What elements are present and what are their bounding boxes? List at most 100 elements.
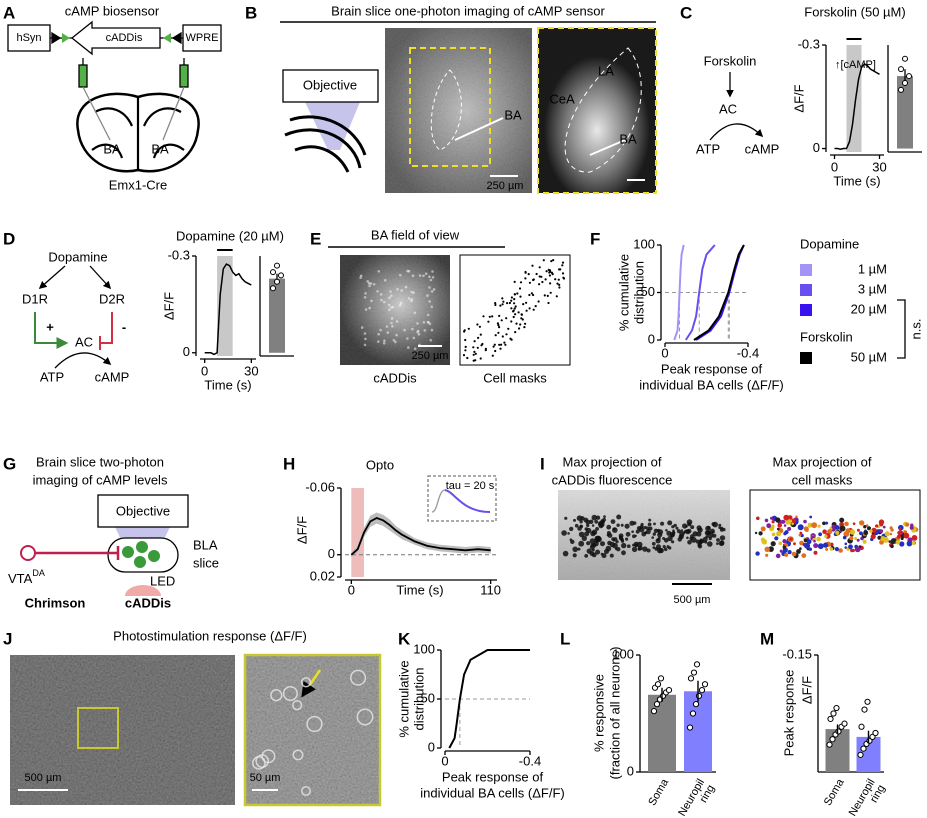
cell-mask: [825, 521, 829, 525]
cell-spot: [591, 514, 598, 521]
cell-spot: [368, 284, 371, 288]
cell-ring: [300, 677, 312, 688]
cell-mask: [467, 327, 470, 330]
data-point: [701, 681, 709, 688]
cell-mask: [491, 354, 494, 357]
data-point: [270, 285, 276, 292]
cell-spot: [706, 530, 711, 535]
x-axis-label: Peak response of: [661, 361, 763, 376]
cell-mask: [834, 547, 840, 552]
cell-mask: [774, 536, 779, 541]
cell-spot: [597, 521, 604, 527]
panel-b-drawing: [280, 21, 657, 194]
cell-mask: [839, 525, 846, 532]
cell-spot: [379, 328, 382, 332]
cell-spot: [639, 524, 644, 529]
sensor-arrow: [70, 20, 161, 56]
zoom-box: [409, 47, 491, 167]
cell-spot: [645, 529, 651, 535]
cell-mask: [512, 309, 515, 312]
cell-mask: [824, 534, 828, 538]
cell-mask: [848, 544, 853, 550]
cell-mask: [911, 541, 916, 545]
data-point: [654, 681, 662, 688]
cell-mask: [519, 281, 523, 284]
cell-mask: [799, 531, 803, 535]
image-texture: [10, 655, 235, 805]
cell-mask: [859, 520, 865, 526]
cell-spot: [600, 541, 605, 547]
cell-mask: [801, 553, 807, 558]
cell-mask: [789, 537, 793, 541]
cell-mask: [783, 524, 787, 527]
inset-trace: [431, 489, 446, 513]
cell-mask: [870, 534, 876, 540]
data-point: [861, 706, 868, 713]
legend-entry: 3 µM: [858, 281, 887, 296]
cell-mask: [532, 278, 535, 281]
sign: -: [122, 319, 126, 334]
cell-mask: [542, 259, 545, 262]
cell-mask: [561, 261, 565, 264]
arrow: [38, 265, 66, 290]
cell-mask: [484, 349, 487, 352]
cell-spot: [386, 331, 390, 334]
cell-spot: [418, 274, 422, 277]
cell-ring: [292, 749, 304, 761]
cell-spot: [584, 527, 589, 531]
cell-mask: [811, 522, 818, 529]
data-point: [657, 675, 665, 682]
cell-spot: [716, 542, 719, 545]
data-point: [687, 675, 695, 682]
cell-spot: [368, 306, 372, 310]
cell-spot: [416, 322, 419, 325]
region-label: LA: [598, 63, 614, 78]
cell-mask: [503, 341, 506, 344]
cell-spot: [569, 538, 573, 541]
cell-mask: [807, 522, 813, 528]
cell-mask: [809, 515, 813, 519]
cell-spot: [359, 276, 362, 280]
syringe: [78, 64, 88, 88]
data-point: [864, 698, 871, 705]
objective-label: Objective: [303, 77, 357, 92]
construct-element: hSyn: [16, 32, 41, 44]
cell-spot: [637, 547, 641, 551]
cell-spot: [652, 532, 656, 536]
cell-mask: [464, 338, 467, 342]
cell-mask: [525, 309, 528, 312]
cell-mask: [818, 532, 822, 537]
cell-mask: [784, 530, 789, 535]
scale-bar-label: 500 µm: [674, 594, 711, 606]
cell-spot: [581, 535, 587, 541]
cell-mask: [506, 302, 509, 305]
cell-spot: [672, 531, 676, 535]
cell-mask: [477, 336, 480, 339]
cell-mask: [562, 276, 565, 279]
cell-mask: [535, 272, 538, 276]
cell-spot: [364, 337, 367, 341]
cell-mask: [549, 291, 552, 294]
panel-g-drawing: [20, 494, 189, 596]
cell-mask: [520, 317, 523, 320]
cell-mask: [822, 521, 826, 526]
y-axis-label: distribution: [411, 668, 426, 731]
legend-swatch: [800, 264, 812, 276]
cell-mask: [760, 537, 766, 542]
cell-mask: [791, 551, 797, 557]
cell-spot: [422, 321, 426, 324]
cell-spot: [600, 552, 604, 556]
stimulus-title: Dopamine (20 µM): [176, 228, 284, 243]
cell-mask: [558, 283, 561, 286]
cell: [136, 541, 148, 553]
cell-spot: [377, 332, 381, 336]
data-point: [665, 687, 673, 694]
cell-spot: [413, 347, 417, 351]
cell-spot: [579, 520, 583, 524]
reaction-arrow: [54, 352, 112, 369]
panel-title: Photostimulation response (ΔF/F): [113, 628, 307, 643]
cell-spot: [591, 529, 598, 535]
data-point: [833, 704, 840, 712]
cell-mask: [888, 540, 892, 543]
cell-spot: [569, 526, 574, 532]
